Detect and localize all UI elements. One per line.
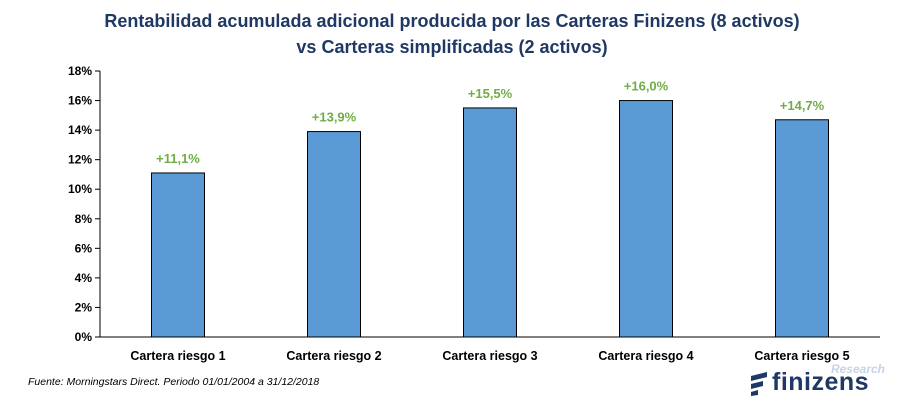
data-labels: +11,1% +13,9% +15,5% +16,0% +14,7% xyxy=(156,79,825,166)
category-label-1: Cartera riesgo 1 xyxy=(130,349,225,363)
y-tick-label: 18% xyxy=(68,64,92,78)
category-label-5: Cartera riesgo 5 xyxy=(754,349,849,363)
chart-title-line-2: vs Carteras simplificadas (2 activos) xyxy=(296,37,607,57)
category-label-3: Cartera riesgo 3 xyxy=(442,349,537,363)
y-tick-label: 0% xyxy=(75,330,93,344)
category-label-2: Cartera riesgo 2 xyxy=(286,349,381,363)
category-label-4: Cartera riesgo 4 xyxy=(598,349,693,363)
finizens-logo-icon xyxy=(751,372,767,396)
bar-4 xyxy=(619,100,673,338)
y-tick-label: 4% xyxy=(75,271,93,285)
data-label-5: +14,7% xyxy=(780,98,825,113)
bar-1 xyxy=(151,172,205,338)
bar-2 xyxy=(307,131,361,338)
y-tick-label: 6% xyxy=(75,241,93,255)
chart-title-line-1: Rentabilidad acumulada adicional produci… xyxy=(104,11,799,31)
y-tick-label: 10% xyxy=(68,182,92,196)
y-tick-label: 16% xyxy=(68,94,92,108)
bar-3 xyxy=(463,107,517,338)
y-tick-label: 2% xyxy=(75,300,93,314)
y-axis: 0% 2% 4% 6% 8% 10% 12% 14% 16% 18% xyxy=(68,64,101,344)
y-tick-label: 14% xyxy=(68,123,92,137)
bar-5 xyxy=(775,119,829,338)
data-label-3: +15,5% xyxy=(468,86,513,101)
bars xyxy=(151,100,829,338)
data-label-4: +16,0% xyxy=(624,79,669,94)
finizens-logo: Research finizens xyxy=(748,360,893,400)
logo-wordmark: finizens xyxy=(772,368,870,396)
y-tick-label: 12% xyxy=(68,153,92,167)
source-note: Fuente: Morningstars Direct. Periodo 01/… xyxy=(28,376,320,388)
x-axis: Cartera riesgo 1 Cartera riesgo 2 Cartera … xyxy=(100,336,880,363)
data-label-1: +11,1% xyxy=(156,151,200,166)
y-tick-label: 8% xyxy=(75,212,93,226)
data-label-2: +13,9% xyxy=(312,110,357,125)
logo-research-text: Research xyxy=(830,362,885,376)
